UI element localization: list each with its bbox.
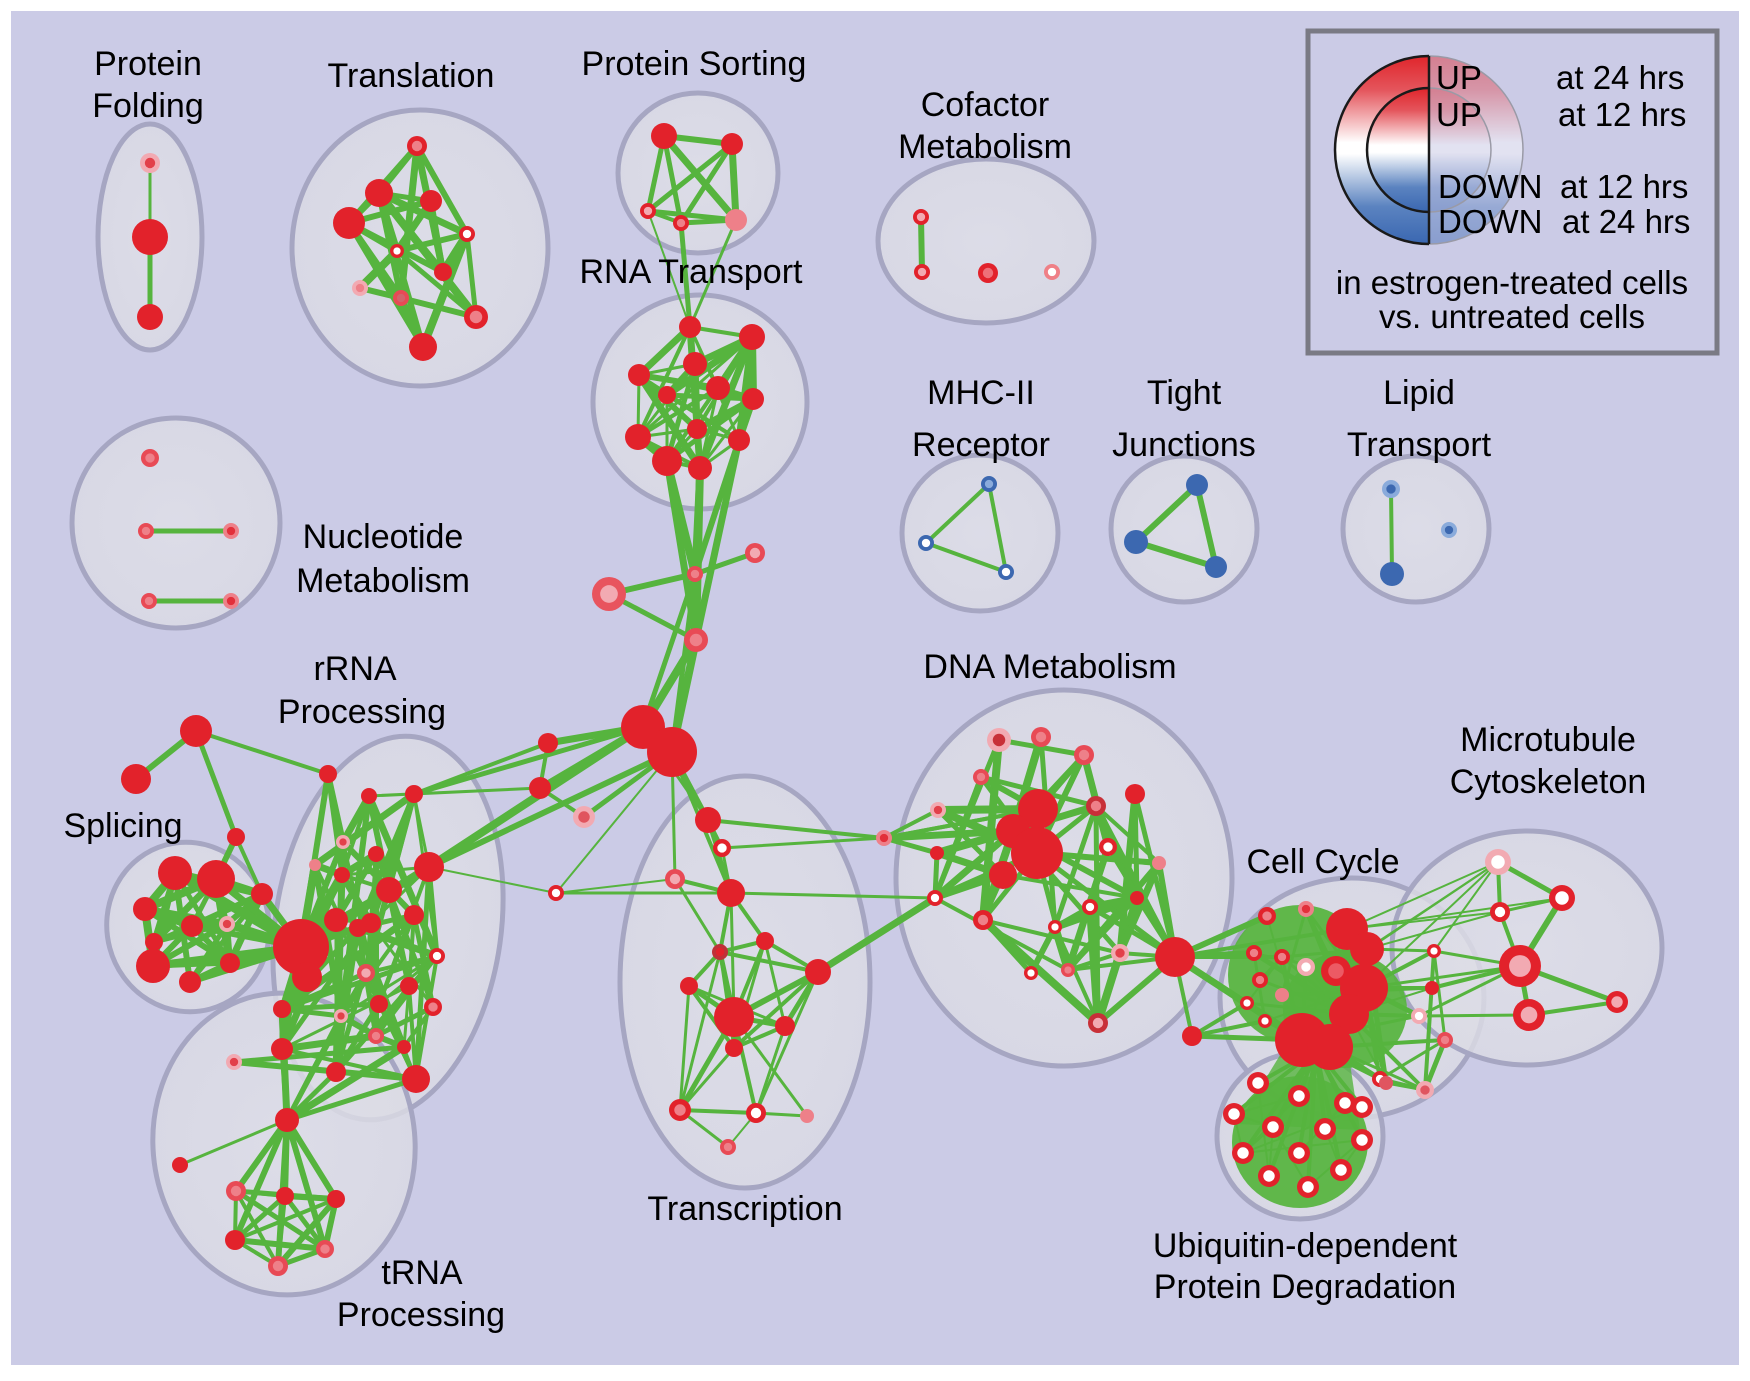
svg-text:UP: UP: [1436, 59, 1482, 96]
svg-text:Translation: Translation: [328, 57, 495, 95]
svg-text:in estrogen-treated cells: in estrogen-treated cells: [1336, 264, 1688, 301]
svg-text:at 24 hrs: at 24 hrs: [1562, 203, 1690, 240]
svg-text:Protein Sorting: Protein Sorting: [582, 45, 807, 83]
svg-text:at 12 hrs: at 12 hrs: [1558, 96, 1686, 133]
svg-text:at 24 hrs: at 24 hrs: [1556, 59, 1684, 96]
svg-text:Transcription: Transcription: [647, 1190, 842, 1228]
svg-text:RNA Transport: RNA Transport: [580, 253, 804, 291]
svg-text:Protein: Protein: [94, 45, 202, 83]
svg-text:Microtubule: Microtubule: [1460, 721, 1636, 759]
svg-text:Nucleotide: Nucleotide: [303, 518, 464, 556]
svg-text:at 12 hrs: at 12 hrs: [1560, 168, 1688, 205]
svg-text:Processing: Processing: [337, 1296, 505, 1334]
svg-text:Folding: Folding: [92, 87, 204, 125]
svg-text:Junctions: Junctions: [1112, 426, 1256, 464]
svg-text:UP: UP: [1436, 96, 1482, 133]
svg-text:Metabolism: Metabolism: [898, 128, 1072, 166]
svg-text:Ubiquitin-dependent: Ubiquitin-dependent: [1153, 1227, 1458, 1265]
svg-text:Tight: Tight: [1147, 374, 1222, 412]
svg-text:Cytoskeleton: Cytoskeleton: [1450, 763, 1647, 801]
svg-text:rRNA: rRNA: [313, 650, 396, 688]
svg-text:Cell Cycle: Cell Cycle: [1246, 843, 1399, 881]
svg-text:Cofactor: Cofactor: [921, 86, 1050, 124]
svg-text:DOWN: DOWN: [1438, 203, 1542, 240]
svg-text:DOWN: DOWN: [1438, 168, 1542, 205]
svg-text:Metabolism: Metabolism: [296, 562, 470, 600]
svg-text:MHC-II: MHC-II: [927, 374, 1035, 412]
svg-text:Transport: Transport: [1347, 426, 1492, 464]
svg-text:Protein Degradation: Protein Degradation: [1154, 1268, 1456, 1306]
svg-text:vs. untreated cells: vs. untreated cells: [1379, 298, 1645, 335]
svg-text:Processing: Processing: [278, 693, 446, 731]
svg-text:Lipid: Lipid: [1383, 374, 1455, 412]
svg-text:DNA Metabolism: DNA Metabolism: [923, 648, 1176, 686]
svg-text:tRNA: tRNA: [381, 1254, 463, 1292]
svg-text:Receptor: Receptor: [912, 426, 1050, 464]
svg-text:Splicing: Splicing: [63, 807, 182, 845]
